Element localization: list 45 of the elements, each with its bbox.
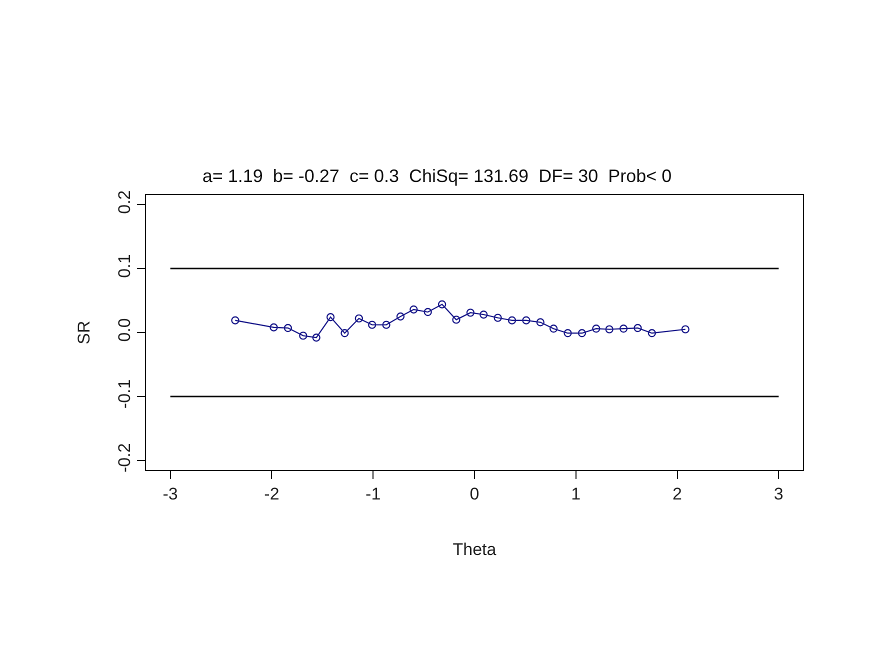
point — [466, 308, 475, 317]
point — [382, 320, 390, 329]
x-tick-label: -3 — [162, 484, 178, 504]
x-tick-label: 1 — [571, 484, 581, 504]
point — [592, 324, 600, 333]
point — [564, 329, 572, 338]
y-axis-title: SR — [74, 320, 94, 344]
point — [340, 329, 349, 338]
point — [284, 324, 292, 332]
point — [438, 300, 446, 308]
point — [578, 329, 586, 338]
chart-title: a= 1.19 b= -0.27 c= 0.3 ChiSq= 131.69 DF= 30 Prob< 0 — [202, 166, 672, 186]
point — [452, 316, 460, 324]
x-tick-label: 3 — [774, 484, 784, 504]
point — [648, 329, 656, 338]
x-axis-title: Theta — [452, 540, 497, 559]
point — [299, 332, 308, 340]
point — [681, 325, 690, 334]
point — [424, 308, 432, 316]
point — [312, 334, 320, 342]
point — [522, 316, 530, 324]
point — [634, 324, 642, 332]
point — [508, 316, 516, 324]
point — [536, 318, 544, 326]
point — [494, 314, 502, 322]
point — [480, 310, 488, 319]
y-tick-label: -0.1 — [115, 379, 134, 409]
y-tick-label: 0.1 — [115, 254, 134, 278]
point — [396, 312, 405, 321]
point — [270, 323, 278, 332]
point — [368, 320, 376, 329]
y-tick-label: 0.0 — [115, 318, 134, 342]
point — [410, 305, 418, 314]
x-tick-label: -1 — [366, 484, 381, 504]
x-tick-label: 0 — [470, 484, 480, 504]
point — [549, 324, 558, 333]
point — [619, 324, 628, 333]
y-tick-label: 0.2 — [115, 190, 134, 214]
point — [354, 314, 364, 323]
x-tick-label: 2 — [672, 484, 682, 504]
point — [326, 313, 335, 322]
point — [231, 316, 240, 324]
x-tick-label: -2 — [264, 484, 280, 504]
point — [605, 325, 614, 334]
y-tick-label: -0.2 — [115, 443, 134, 473]
